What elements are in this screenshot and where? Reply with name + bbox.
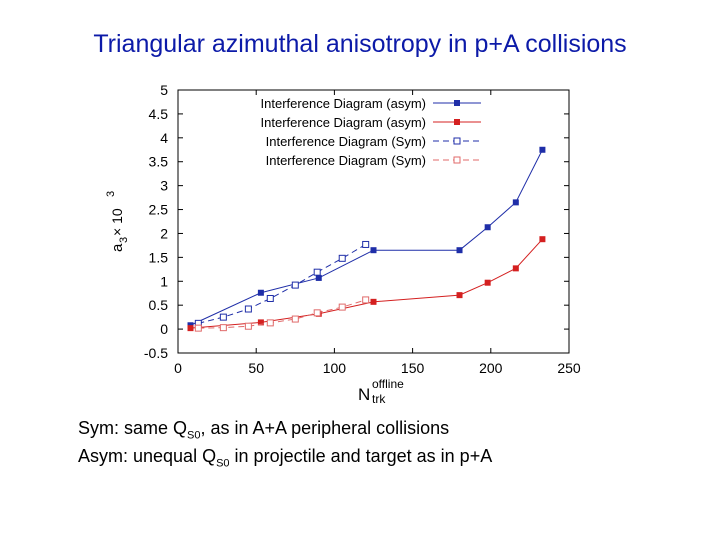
data-point — [456, 292, 463, 299]
data-point — [362, 296, 370, 304]
data-point — [362, 240, 370, 248]
y-axis-label-sup: 3 — [105, 191, 117, 197]
legend-marker — [454, 100, 460, 106]
x-tick-label: 200 — [479, 360, 503, 376]
data-point — [257, 319, 264, 326]
y-axis-label-main: a — [109, 243, 126, 252]
data-point — [315, 274, 322, 281]
data-point — [219, 324, 227, 332]
y-tick-label: 4 — [160, 130, 168, 146]
y-tick-label: -0.5 — [144, 345, 168, 361]
legend-label: Interference Diagram (Sym) — [266, 134, 426, 149]
y-tick-label: 2.5 — [149, 202, 169, 218]
y-tick-label: 0.5 — [149, 297, 169, 313]
caption-asym-suffix: in projectile and target as in p+A — [229, 446, 493, 466]
data-point — [219, 313, 227, 321]
data-point — [338, 254, 346, 262]
y-tick-label: 4.5 — [149, 106, 169, 122]
data-point — [539, 146, 546, 153]
y-axis-label-sub: 3 — [118, 237, 130, 243]
data-point — [187, 325, 194, 332]
data-point — [539, 236, 546, 243]
data-point — [313, 309, 321, 317]
y-tick-label: 2 — [160, 225, 168, 241]
x-axis-label: N — [358, 385, 370, 404]
series-line — [198, 299, 366, 329]
plot-frame — [177, 89, 570, 354]
legend-label: Interference Diagram (Sym) — [266, 153, 426, 168]
data-point — [313, 268, 321, 276]
y-tick-label: 1.5 — [149, 249, 169, 265]
data-point — [257, 289, 264, 296]
x-tick-label: 50 — [248, 360, 264, 376]
data-point — [370, 247, 377, 254]
caption-asym-sub: S0 — [216, 457, 230, 470]
data-point — [291, 315, 299, 323]
y-axis-label-mid: × 10 — [109, 208, 125, 236]
data-point — [512, 265, 519, 272]
slide-title: Triangular azimuthal anisotropy in p+A c… — [93, 30, 627, 58]
series-line — [198, 244, 366, 324]
x-tick-label: 100 — [323, 360, 347, 376]
caption-asym: Asym: unequal QS0 in projectile and targ… — [78, 446, 698, 470]
data-point — [484, 224, 491, 231]
caption-sym-prefix: Sym: same Q — [78, 418, 188, 438]
caption-sym-sub: S0 — [187, 429, 201, 442]
data-point — [291, 281, 299, 289]
y-axis-label: a3 × 103 — [105, 191, 130, 252]
x-tick-label: 150 — [401, 360, 425, 376]
legend-marker — [453, 137, 461, 145]
data-point — [456, 247, 463, 254]
y-tick-label: 3 — [160, 178, 168, 194]
data-point — [484, 279, 491, 286]
series-line — [190, 149, 543, 326]
y-tick-label: 5 — [160, 82, 168, 98]
data-point — [512, 199, 519, 206]
data-point — [266, 294, 274, 302]
data-point — [244, 305, 252, 313]
data-point — [266, 319, 274, 327]
data-point — [244, 322, 252, 330]
x-axis-label-sup: offline — [372, 377, 404, 391]
caption-asym-prefix: Asym: unequal Q — [78, 446, 217, 466]
caption-sym-suffix: , as in A+A peripheral collisions — [200, 418, 450, 438]
caption-sym: Sym: same QS0, as in A+A peripheral coll… — [78, 418, 698, 442]
y-tick-label: 0 — [160, 321, 168, 337]
data-point — [194, 324, 202, 332]
data-point — [338, 303, 346, 311]
legend-marker — [453, 156, 461, 164]
x-axis-label-sub: trk — [372, 392, 386, 406]
legend-marker — [454, 119, 460, 125]
y-tick-label: 1 — [160, 273, 168, 289]
legend-label: Interference Diagram (asym) — [261, 115, 426, 130]
x-tick-label: 0 — [174, 360, 182, 376]
data-point — [370, 298, 377, 305]
y-tick-label: 3.5 — [149, 154, 169, 170]
legend-label: Interference Diagram (asym) — [261, 96, 426, 111]
x-tick-label: 250 — [557, 360, 581, 376]
